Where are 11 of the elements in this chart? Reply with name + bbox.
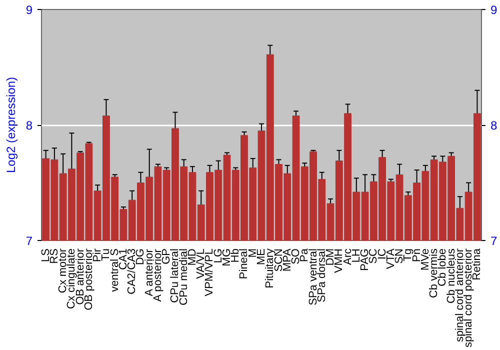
y-tick-label: 9 <box>26 3 33 17</box>
y2-tick-label: 9 <box>490 3 498 17</box>
y-tick-label: 8 <box>26 118 33 132</box>
y-tick-label: 7 <box>26 234 33 248</box>
x-tick-label: A posterior <box>152 248 164 302</box>
y-axis-title: Log2 (expression) <box>4 76 18 174</box>
x-tick-label: Tg <box>402 248 414 262</box>
x-tick-label: RS <box>48 248 60 264</box>
y2-tick-label: 7 <box>490 234 498 248</box>
y2-tick-label: 8 <box>490 118 498 132</box>
x-tick-label: OB posterior <box>82 248 95 310</box>
